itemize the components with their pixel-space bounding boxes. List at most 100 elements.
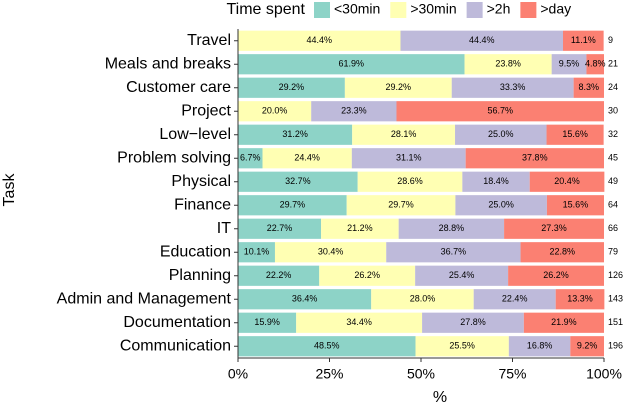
- value-label: 21.2%: [347, 223, 373, 233]
- bar-segment: [455, 195, 547, 216]
- bar-segment: [238, 77, 345, 98]
- bar-segment: [555, 289, 605, 310]
- value-label: 13.3%: [567, 294, 593, 304]
- bar-segment: [465, 148, 604, 169]
- value-label: 15.6%: [563, 200, 589, 210]
- x-tick-label: 0%: [228, 366, 248, 382]
- value-label: 11.1%: [571, 35, 596, 45]
- value-label: 37.8%: [522, 153, 548, 163]
- count-label: 143: [608, 294, 623, 304]
- bar-segment: [238, 289, 372, 310]
- value-label: 28.8%: [439, 223, 465, 233]
- bar-segment: [508, 265, 604, 286]
- bar-segment: [586, 54, 604, 75]
- bar-segment: [238, 336, 416, 357]
- value-label: 16.8%: [527, 341, 553, 351]
- value-label: 21.9%: [551, 317, 577, 327]
- legend-swatch: [466, 2, 483, 18]
- legend-label: <30min: [334, 1, 380, 17]
- bar-segment: [400, 30, 564, 51]
- value-label: 8.3%: [579, 82, 600, 92]
- bar-segment: [523, 312, 604, 333]
- value-label: 36.7%: [441, 247, 467, 257]
- bar-segment: [546, 124, 604, 145]
- x-tick-label: 50%: [407, 366, 435, 382]
- bar-segment: [386, 242, 521, 263]
- x-axis-label: %: [433, 389, 447, 406]
- value-label: 4.8%: [585, 59, 606, 69]
- bar-segment: [504, 218, 604, 239]
- count-label: 79: [608, 247, 618, 257]
- count-label: 49: [608, 176, 618, 186]
- bar-segment: [415, 336, 509, 357]
- bar-segment: [238, 148, 263, 169]
- bar-segment: [473, 289, 556, 310]
- bar-segment: [262, 148, 352, 169]
- value-label: 23.3%: [341, 106, 367, 116]
- bar-segment: [451, 77, 574, 98]
- count-label: 21: [608, 59, 618, 69]
- x-tick-label: 25%: [315, 366, 343, 382]
- y-tick-label: IT: [217, 220, 231, 237]
- value-label: 31.1%: [396, 153, 422, 163]
- y-tick-label: Communication: [120, 337, 231, 354]
- y-tick-label: Customer care: [126, 79, 231, 96]
- bar-segment: [321, 218, 399, 239]
- value-label: 22.8%: [550, 247, 576, 257]
- value-label: 28.0%: [410, 294, 436, 304]
- value-label: 28.1%: [391, 129, 417, 139]
- bar-segment: [455, 124, 547, 145]
- bar-segment: [422, 312, 524, 333]
- bar-segment: [529, 171, 605, 192]
- value-label: 22.4%: [502, 294, 528, 304]
- bar-segment: [274, 242, 387, 263]
- y-tick-label: Physical: [171, 173, 231, 190]
- y-tick-label: Education: [160, 243, 231, 260]
- bar-segment: [352, 124, 456, 145]
- value-label: 29.7%: [280, 200, 306, 210]
- legend-swatch: [390, 2, 407, 18]
- bar-segment: [296, 312, 423, 333]
- value-label: 22.7%: [267, 223, 293, 233]
- value-label: 26.2%: [354, 270, 380, 280]
- bar-segment: [344, 77, 452, 98]
- count-label: 64: [608, 200, 618, 210]
- value-label: 56.7%: [487, 106, 513, 116]
- count-label: 9: [608, 35, 613, 45]
- bar-segment: [238, 30, 401, 51]
- value-label: 25.4%: [449, 270, 475, 280]
- bar-segment: [570, 336, 604, 357]
- value-label: 20.0%: [262, 106, 288, 116]
- count-label: 151: [608, 317, 623, 327]
- count-label: 196: [608, 341, 623, 351]
- value-label: 10.1%: [244, 247, 270, 257]
- value-label: 44.4%: [306, 35, 332, 45]
- value-label: 18.4%: [483, 176, 509, 186]
- value-label: 33.3%: [500, 82, 526, 92]
- value-label: 23.8%: [495, 59, 521, 69]
- value-label: 48.5%: [314, 341, 340, 351]
- value-label: 15.9%: [254, 317, 280, 327]
- legend-swatch: [314, 2, 330, 18]
- value-label: 24.4%: [294, 153, 320, 163]
- value-label: 26.2%: [543, 270, 569, 280]
- y-tick-label: Project: [181, 102, 231, 119]
- y-tick-label: Planning: [169, 267, 231, 284]
- bar-segment: [573, 77, 604, 98]
- count-label: 66: [608, 223, 618, 233]
- value-label: 25.5%: [449, 341, 475, 351]
- y-tick-label: Travel: [187, 32, 231, 49]
- value-label: 29.2%: [279, 82, 305, 92]
- y-tick-label: Meals and breaks: [105, 55, 231, 72]
- bar-segment: [398, 218, 505, 239]
- bar-segment: [238, 195, 347, 216]
- legend-label: >2h: [487, 1, 511, 17]
- value-label: 29.2%: [386, 82, 412, 92]
- legend-label: >30min: [410, 1, 456, 17]
- value-label: 9.2%: [577, 341, 598, 351]
- bar-segment: [238, 312, 297, 333]
- value-label: 25.0%: [488, 129, 514, 139]
- value-label: 9.5%: [559, 59, 580, 69]
- value-label: 22.2%: [266, 270, 292, 280]
- x-tick-label: 75%: [498, 366, 526, 382]
